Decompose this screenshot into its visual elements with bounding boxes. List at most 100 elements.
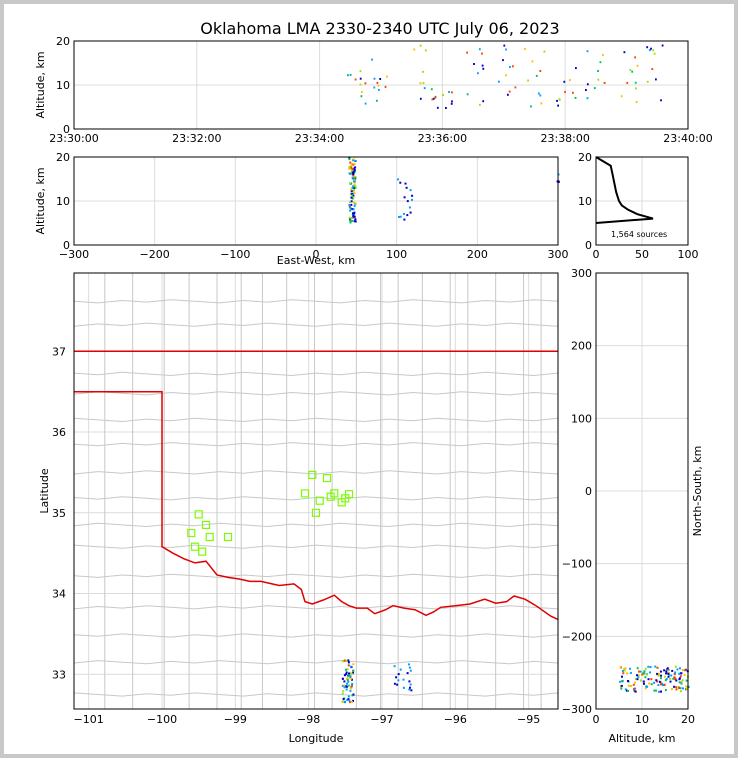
- plan-xtick: −99: [224, 713, 247, 726]
- plan-xtick: −101: [74, 713, 104, 726]
- ew-height-source: [351, 197, 354, 200]
- time-height-source: [629, 69, 632, 71]
- ns-height-source: [644, 687, 647, 690]
- plan-source: [347, 664, 350, 667]
- plan-source: [351, 672, 354, 675]
- time-height-source: [466, 51, 468, 54]
- plan-ytick: 33: [52, 668, 66, 681]
- ns-height-source: [629, 672, 632, 674]
- ew-height-source: [352, 190, 355, 193]
- lma-station: [205, 532, 214, 542]
- ew-height-source: [354, 176, 357, 178]
- ns-height-source: [647, 665, 650, 668]
- lma-station: [322, 474, 332, 483]
- ns-height-source: [621, 670, 624, 672]
- plan-source: [344, 700, 346, 703]
- time-height-source: [507, 93, 509, 96]
- ns-height-source: [630, 685, 632, 687]
- ew-height-panel: 0 10 20 −300 −200 −100 0 100 200 300 Altitude, km…: [34, 151, 569, 267]
- time-height-source: [652, 49, 655, 52]
- ew-height-source: [353, 215, 356, 218]
- plan-source: [347, 659, 350, 662]
- time-height-source: [419, 44, 422, 47]
- ns-height-source: [637, 676, 640, 678]
- histogram-panel: 0 10 20 0 50 100 1,564 sources: [578, 151, 699, 261]
- time-height-source: [361, 91, 363, 93]
- plan-source: [352, 669, 355, 672]
- plan-source: [341, 684, 344, 687]
- ns-height-source: [674, 665, 677, 668]
- ns-height-source: [623, 669, 626, 672]
- time-height-source: [539, 70, 542, 72]
- plan-ytick: 37: [52, 345, 66, 358]
- time-height-source: [371, 58, 373, 61]
- time-height-source: [354, 78, 357, 81]
- plan-ytick: 36: [52, 426, 66, 439]
- ew-height-source: [351, 219, 354, 222]
- plan-source: [342, 698, 345, 701]
- time-height-source: [512, 65, 514, 68]
- ns-height-source: [634, 681, 636, 684]
- time-height-source: [347, 74, 349, 77]
- ew-height-source: [348, 158, 351, 161]
- ew-height-source: [353, 180, 356, 183]
- ew-height-source: [350, 196, 353, 199]
- figure-frame: Oklahoma LMA 2330-2340 UTC July 06, 2023…: [4, 4, 734, 754]
- ew-height-source: [409, 189, 412, 192]
- ew-height-source: [349, 201, 351, 203]
- time-height-source: [634, 81, 637, 84]
- county-line: [74, 371, 558, 377]
- time-height-sources: [347, 44, 664, 109]
- time-height-source: [575, 67, 577, 70]
- plan-source: [343, 659, 346, 662]
- ew-height-ytick: 20: [56, 151, 70, 164]
- ns-height-source: [626, 672, 629, 675]
- ns-height-source: [685, 688, 688, 691]
- lma-figure: Oklahoma LMA 2330-2340 UTC July 06, 2023…: [34, 19, 713, 745]
- ns-height-source: [636, 667, 639, 670]
- plan-xtick: −96: [444, 713, 467, 726]
- ew-height-source: [350, 217, 353, 219]
- lma-stations: [187, 470, 354, 556]
- county-line: [74, 573, 558, 578]
- plan-source: [349, 689, 352, 692]
- time-height-source: [482, 67, 485, 70]
- time-height-source: [599, 61, 602, 64]
- ns-height-source: [645, 673, 648, 676]
- time-height-source: [626, 81, 629, 84]
- ew-height-source: [350, 194, 353, 197]
- plan-view-axes: [73, 272, 559, 710]
- ns-height-source: [620, 687, 623, 690]
- time-height-source: [434, 96, 437, 99]
- ew-height-source: [352, 170, 355, 173]
- ns-height-source: [663, 684, 666, 687]
- ns-height-source: [643, 670, 646, 673]
- plan-source: [393, 665, 396, 668]
- ns-height-source: [633, 689, 636, 692]
- ns-height-source: [684, 669, 687, 672]
- ns-height-source: [666, 667, 669, 670]
- plan-source: [351, 678, 353, 681]
- ew-height-source: [352, 214, 355, 217]
- ew-height-source: [353, 184, 356, 186]
- ns-height-source: [658, 673, 660, 675]
- ew-height-source: [353, 178, 356, 181]
- ns-height-source: [656, 680, 658, 683]
- time-height-xtick: 23:40:00: [663, 132, 712, 145]
- time-height-source: [540, 102, 543, 105]
- ns-height-source: [665, 672, 667, 675]
- county-line: [74, 299, 558, 304]
- plan-source: [396, 683, 399, 686]
- ns-height-source: [650, 683, 653, 686]
- plan-xtick: −100: [147, 713, 177, 726]
- ew-height-source: [352, 163, 355, 166]
- ew-height-source: [350, 190, 353, 192]
- ew-height-source: [409, 211, 412, 214]
- ew-height-xlabel: East-West, km: [277, 254, 355, 267]
- time-height-xtick: 23:36:00: [418, 132, 467, 145]
- time-height-source: [653, 52, 656, 55]
- ns-height-source: [667, 672, 670, 675]
- ns-height-source: [621, 679, 624, 682]
- time-height-source: [451, 91, 453, 94]
- ns-height-source: [660, 683, 662, 686]
